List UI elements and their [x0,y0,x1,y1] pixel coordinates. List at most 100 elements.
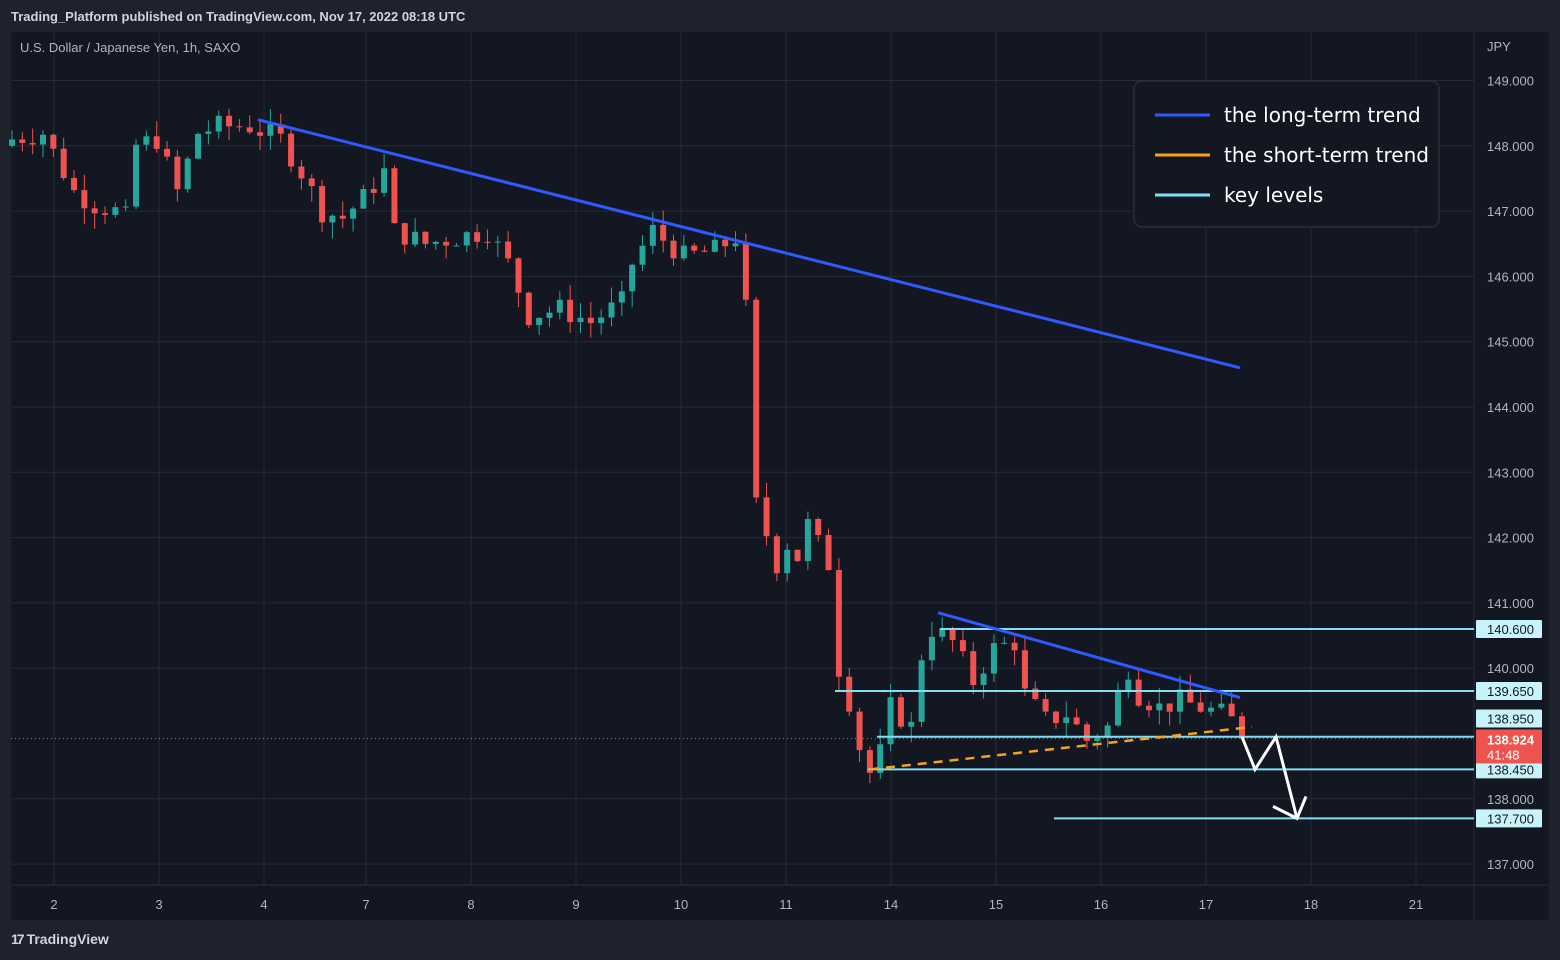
candle-body [205,131,212,134]
price-tick-label: 143.000 [1487,465,1534,480]
candle-body [401,223,408,245]
long-term-trend-line [257,118,1241,370]
key-level-tag-bg [1476,809,1542,828]
candle-body [670,240,677,259]
candle-body [897,697,904,727]
candle-body [71,177,78,191]
grid-lines [11,32,1549,920]
candle-body [1073,717,1080,725]
candle-body [773,536,780,574]
candle-body [474,232,481,242]
tradingview-logo[interactable]: 17 TradingView [11,931,109,947]
candle-body [536,317,543,326]
short-term-trend-line [869,725,1253,771]
candle-body [60,148,67,178]
candle-body [102,213,109,215]
candle-body [1021,650,1028,689]
candle-body [784,549,791,574]
key-level-tag-bg [1476,620,1542,639]
footer-bar [0,920,1560,960]
candle-body [804,519,811,562]
candle-body [143,136,150,145]
candle-body [422,231,429,244]
price-tick-label: 144.000 [1487,400,1534,415]
projection-arrow [1240,733,1299,819]
candle-body [980,673,987,686]
candle-body [381,168,388,193]
time-tick-label: 3 [155,897,162,912]
candle-body [484,241,491,243]
candle-body [587,317,594,324]
price-tick-label: 141.000 [1487,596,1534,611]
symbol-title: U.S. Dollar / Japanese Yen, 1h, SAXO [20,40,240,55]
drawing-overlays [11,118,1474,821]
time-tick-label: 17 [1199,897,1213,912]
candle-body [339,215,346,219]
candle-body [112,207,119,215]
candle-body [153,136,160,149]
legend-short-term-label: the short-term trend [1224,143,1429,167]
candle-body [649,224,656,246]
legend-panel [1133,80,1440,228]
candle-body [40,134,47,145]
candle-body [1094,737,1101,741]
candle-body [939,628,946,637]
candle-body [288,133,295,167]
candle-body [195,133,202,159]
candle-body [236,126,243,128]
candle-body [133,144,140,207]
candle-body [835,570,842,677]
key-level-tag: 138.950 [1487,711,1534,726]
candle-body [959,640,966,652]
price-tick-label: 140.000 [1487,661,1534,676]
candle-body [1052,711,1059,724]
candle-body [556,299,563,313]
candle-body [515,258,522,293]
price-axis[interactable]: 149.000 148.000 147.000 146.000 145.000 144.0… [1487,74,1534,873]
time-tick-label: 10 [674,897,688,912]
candle-body [1187,689,1194,703]
time-tick-label: 14 [884,897,898,912]
candle-body [794,549,801,562]
candle-body [887,697,894,745]
header-bar: Trading_Platform published on TradingVie… [0,0,1560,32]
price-tick-label: 138.000 [1487,792,1534,807]
price-tick-label: 142.000 [1487,531,1534,546]
key-level-tag: 140.600 [1487,622,1534,637]
time-axis[interactable]: 2 3 4 7 8 9 10 11 14 15 16 17 18 21 [50,897,1423,912]
candle-body [463,232,470,246]
candle-body [1063,717,1070,724]
projection-arrow-head [1272,795,1308,821]
time-tick-label: 7 [362,897,369,912]
candle-body [1145,705,1152,711]
price-tick-label: 147.000 [1487,204,1534,219]
current-price-tag: 138.924 [1487,732,1535,747]
candle-body [753,299,760,498]
candle-body [1011,642,1018,651]
candle-body [1104,725,1111,738]
currency-label: JPY [1487,39,1511,54]
time-tick-label: 11 [779,897,793,912]
candle-body [298,166,305,179]
candle-body [391,168,398,224]
candle-body [432,241,439,244]
current-price-tag-bg [1476,729,1542,764]
price-tags: 140.600 139.650 138.950 138.450 137.700 138.9… [1476,620,1542,828]
time-tick-label: 4 [260,897,267,912]
candle-body [81,190,88,209]
time-tick-label: 18 [1304,897,1318,912]
candle-body [877,744,884,773]
key-level-tag: 139.650 [1487,684,1534,699]
candle-body [577,317,584,323]
candle-body [618,291,625,303]
candle-body [29,142,36,145]
candle-body [319,186,326,223]
candle-body [856,711,863,751]
candle-body [370,188,377,193]
key-level-tag-bg [1476,760,1542,779]
time-tick-label: 15 [989,897,1003,912]
candle-body [660,224,667,241]
time-tick-label: 9 [572,897,579,912]
candle-body [639,245,646,265]
